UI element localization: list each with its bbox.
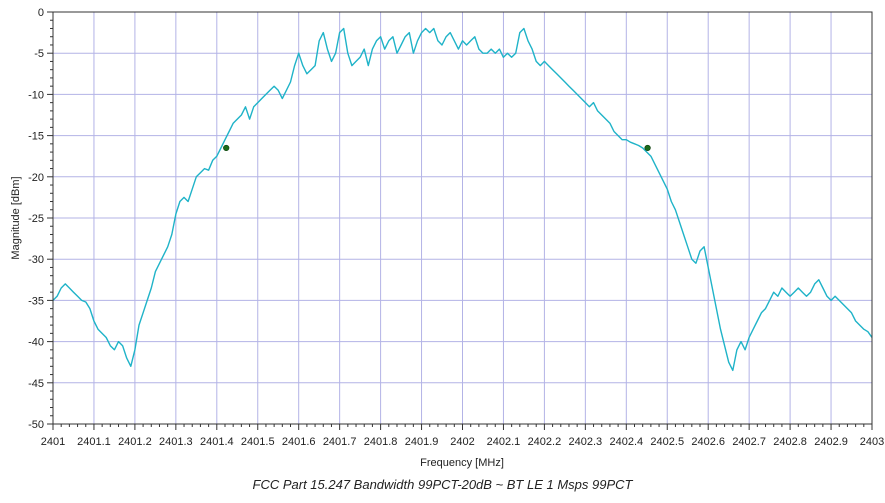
y-tick-label: -20	[28, 172, 44, 184]
y-tick-label: -45	[28, 378, 44, 390]
x-tick-label: 2402.6	[691, 436, 725, 448]
x-tick-label: 2403	[860, 436, 884, 448]
chart-caption: FCC Part 15.247 Bandwidth 99PCT-20dB ~ B…	[252, 477, 633, 492]
grid	[52, 11, 873, 425]
axes: 2401 2401.1 2401.2 2401.3 2401.4 2401.5 2401.6…	[28, 7, 884, 448]
x-tick-label: 2402.8	[773, 436, 807, 448]
y-tick-label: -40	[28, 337, 44, 349]
x-tick-label: 2401.1	[77, 436, 111, 448]
x-tick-label: 2402.2	[528, 436, 562, 448]
x-tick-label: 2402.3	[569, 436, 603, 448]
x-tick-label: 2402.1	[487, 436, 521, 448]
bandwidth-marker	[644, 144, 651, 152]
x-tick-label: 2401.4	[200, 436, 234, 448]
x-tick-label: 2402.9	[814, 436, 848, 448]
x-axis-label: Frequency [MHz]	[420, 457, 504, 469]
marker-layer	[223, 144, 651, 152]
y-tick-label: -35	[28, 295, 44, 307]
x-tick-label: 2401.7	[323, 436, 357, 448]
x-tick-label: 2402.7	[732, 436, 766, 448]
x-tick-label: 2402.5	[650, 436, 684, 448]
y-tick-label: -15	[28, 131, 44, 143]
y-tick-label: -10	[28, 89, 44, 101]
x-tick-label: 2401.5	[241, 436, 275, 448]
y-tick-label: -5	[34, 48, 44, 60]
spectrum-trace-line	[52, 27, 873, 372]
x-tick-label: 2401	[41, 436, 65, 448]
x-tick-label: 2401.9	[405, 436, 439, 448]
x-tick-label: 2401.8	[364, 436, 398, 448]
x-tick-label: 2402	[450, 436, 474, 448]
y-tick-label: -50	[28, 419, 44, 431]
y-tick-label: 0	[38, 7, 44, 19]
y-tick-label: -30	[28, 254, 44, 266]
series-layer	[52, 27, 873, 372]
y-axis-label: Magnitude [dBm]	[10, 176, 22, 259]
x-tick-label: 2401.6	[282, 436, 316, 448]
bandwidth-marker	[223, 144, 230, 152]
y-tick-label: -25	[28, 213, 44, 225]
x-tick-label: 2401.3	[159, 436, 193, 448]
x-tick-label: 2401.2	[118, 436, 152, 448]
x-tick-label: 2402.4	[609, 436, 643, 448]
